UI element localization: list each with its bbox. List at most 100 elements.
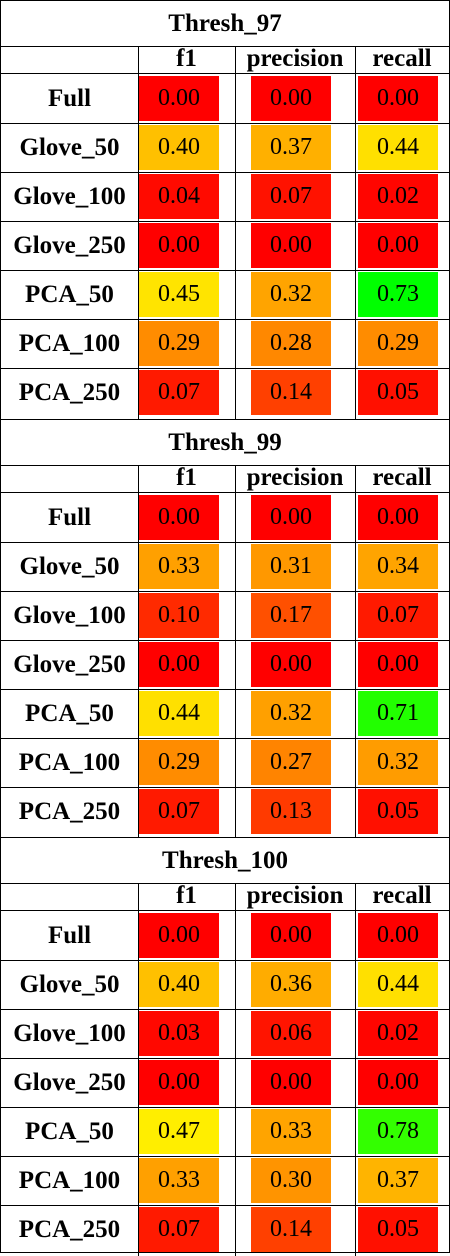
column-header-precision: precision: [246, 45, 344, 72]
table-row: PCA_50 0.47 0.33 0.78: [1, 1107, 449, 1157]
metric-cell-precision: 0.00: [251, 1060, 331, 1105]
threshold-table: Thresh_100 f1 precision recall Full 0.00 0.00 0…: [1, 837, 449, 1256]
metric-cell-precision: 0.00: [251, 642, 331, 687]
row-label: Glove_50: [19, 970, 120, 998]
metric-cell-precision: 0.13: [251, 789, 331, 834]
column-header-row: f1 precision recall: [1, 46, 449, 74]
metric-cell-f1: 0.00: [139, 642, 219, 687]
metric-cell-f1: 0.07: [139, 789, 219, 834]
metric-cell-precision: 0.31: [251, 544, 331, 589]
metric-cell-precision: 0.00: [251, 223, 331, 268]
metric-cell-f1: 0.10: [139, 593, 219, 638]
metric-cell-recall: 0.05: [358, 370, 438, 415]
table-row: PCA_100 0.33 0.30 0.37: [1, 1156, 449, 1206]
row-label: Glove_250: [13, 1068, 126, 1096]
table-title: Thresh_97: [1, 1, 449, 47]
table-row: Glove_50 0.33 0.31 0.34: [1, 542, 449, 592]
metric-cell-f1: 0.00: [139, 1060, 219, 1105]
table-row: PCA_250 0.07 0.13 0.05: [1, 787, 449, 836]
metric-cell-precision: 0.37: [251, 125, 331, 170]
table-title: Thresh_99: [1, 420, 449, 466]
row-label: PCA_250: [18, 378, 121, 406]
metric-cell-f1: 0.00: [139, 76, 219, 121]
metric-cell-f1: 0.47: [139, 1109, 219, 1154]
row-label: PCA_250: [18, 1215, 121, 1243]
column-divider: [355, 46, 356, 419]
table-row: Full 0.00 0.00 0.00: [1, 493, 449, 543]
column-divider: [355, 883, 356, 1256]
metric-cell-precision: 0.33: [251, 1109, 331, 1154]
metric-cell-recall: 0.44: [358, 125, 438, 170]
row-label: PCA_100: [18, 1166, 121, 1194]
table-row: Glove_250 0.00 0.00 0.00: [1, 640, 449, 690]
metric-cell-precision: 0.27: [251, 740, 331, 785]
column-divider: [235, 883, 236, 1256]
metric-cell-recall: 0.00: [358, 495, 438, 540]
metric-cell-f1: 0.04: [139, 174, 219, 219]
row-label: Glove_50: [19, 552, 120, 580]
metric-cell-f1: 0.29: [139, 321, 219, 366]
row-label: PCA_100: [18, 748, 121, 776]
metric-cell-f1: 0.44: [139, 691, 219, 736]
metric-cell-f1: 0.45: [139, 272, 219, 317]
metric-cell-recall: 0.02: [358, 1011, 438, 1056]
metric-cell-precision: 0.30: [251, 1158, 331, 1203]
metric-cell-precision: 0.00: [251, 495, 331, 540]
metric-cell-recall: 0.00: [358, 1060, 438, 1105]
column-divider: [235, 465, 236, 838]
metric-cell-f1: 0.33: [139, 1158, 219, 1203]
table-row: Full 0.00 0.00 0.00: [1, 911, 449, 961]
metric-cell-f1: 0.03: [139, 1011, 219, 1056]
table-row: Glove_100 0.04 0.07 0.02: [1, 172, 449, 222]
metric-cell-recall: 0.07: [358, 593, 438, 638]
row-label: Glove_100: [13, 601, 126, 629]
row-label: PCA_50: [25, 1117, 114, 1145]
row-label: Full: [47, 84, 92, 112]
table-row: Glove_100 0.10 0.17 0.07: [1, 591, 449, 641]
metric-cell-precision: 0.14: [251, 1207, 331, 1252]
metric-cell-precision: 0.32: [251, 691, 331, 736]
row-label: Glove_50: [19, 133, 120, 161]
row-label: Glove_250: [13, 231, 126, 259]
metric-cell-recall: 0.32: [358, 740, 438, 785]
table-row: Glove_250 0.00 0.00 0.00: [1, 1058, 449, 1108]
metric-cell-recall: 0.05: [358, 1207, 438, 1252]
column-divider: [138, 46, 139, 419]
metric-cell-precision: 0.00: [251, 76, 331, 121]
metric-cell-recall: 0.37: [358, 1158, 438, 1203]
metric-cell-precision: 0.32: [251, 272, 331, 317]
metric-cell-f1: 0.07: [139, 1207, 219, 1252]
metric-cell-recall: 0.05: [358, 789, 438, 834]
column-divider: [235, 46, 236, 419]
column-divider: [138, 883, 139, 1256]
column-header-f1: f1: [176, 882, 197, 909]
metric-cell-recall: 0.00: [358, 76, 438, 121]
row-label: PCA_50: [25, 280, 114, 308]
table-row: Glove_250 0.00 0.00 0.00: [1, 221, 449, 271]
row-label: Full: [47, 921, 92, 949]
metric-cell-precision: 0.07: [251, 174, 331, 219]
table-row: Glove_100 0.03 0.06 0.02: [1, 1009, 449, 1059]
row-label: Full: [47, 503, 92, 531]
metric-cell-recall: 0.71: [358, 691, 438, 736]
column-header-precision: precision: [246, 464, 344, 491]
metric-cell-f1: 0.33: [139, 544, 219, 589]
metric-cell-recall: 0.02: [358, 174, 438, 219]
column-header-row: f1 precision recall: [1, 465, 449, 493]
metric-cell-f1: 0.00: [139, 223, 219, 268]
column-header-f1: f1: [176, 464, 197, 491]
table-row: PCA_250 0.07 0.14 0.05: [1, 368, 449, 417]
row-label: Glove_100: [13, 182, 126, 210]
metric-cell-recall: 0.29: [358, 321, 438, 366]
table-row: PCA_50 0.44 0.32 0.71: [1, 689, 449, 739]
metric-cell-precision: 0.00: [251, 913, 331, 958]
table-row: PCA_50 0.45 0.32 0.73: [1, 270, 449, 320]
metric-cell-recall: 0.00: [358, 642, 438, 687]
metric-cell-f1: 0.29: [139, 740, 219, 785]
row-label: Glove_250: [13, 650, 126, 678]
row-label: PCA_250: [18, 797, 121, 825]
metric-cell-f1: 0.00: [139, 913, 219, 958]
row-label: Glove_100: [13, 1019, 126, 1047]
row-label: PCA_50: [25, 699, 114, 727]
